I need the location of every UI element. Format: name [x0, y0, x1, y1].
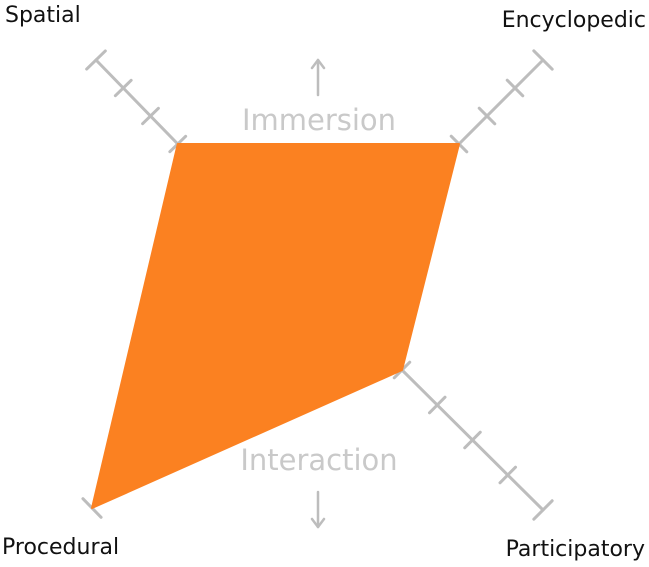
axis-label-participatory: Participatory	[505, 537, 645, 562]
axis-tick-participatory	[498, 465, 518, 485]
axis-label-encyclopedic: Encyclopedic	[501, 8, 646, 33]
axis-cap-spatial	[85, 49, 107, 71]
axis-tick-spatial	[113, 78, 133, 98]
axis-cap-participatory	[532, 499, 554, 521]
center-label-immersion: Immersion	[241, 103, 397, 137]
center-label-interaction: Interaction	[240, 443, 398, 477]
axis-tick-encyclopedic	[477, 106, 497, 126]
value-shape	[91, 143, 460, 509]
axis-tick-spatial	[141, 106, 160, 126]
arrow-down-icon	[310, 490, 326, 529]
axis-tick-participatory	[427, 395, 447, 415]
arrow-up-icon	[310, 58, 326, 97]
axis-label-spatial: Spatial	[5, 3, 81, 28]
axis-label-procedural: Procedural	[2, 535, 120, 560]
axis-cap-encyclopedic	[532, 49, 554, 71]
axis-tick-participatory	[463, 430, 482, 450]
axis-tick-encyclopedic	[505, 78, 525, 98]
